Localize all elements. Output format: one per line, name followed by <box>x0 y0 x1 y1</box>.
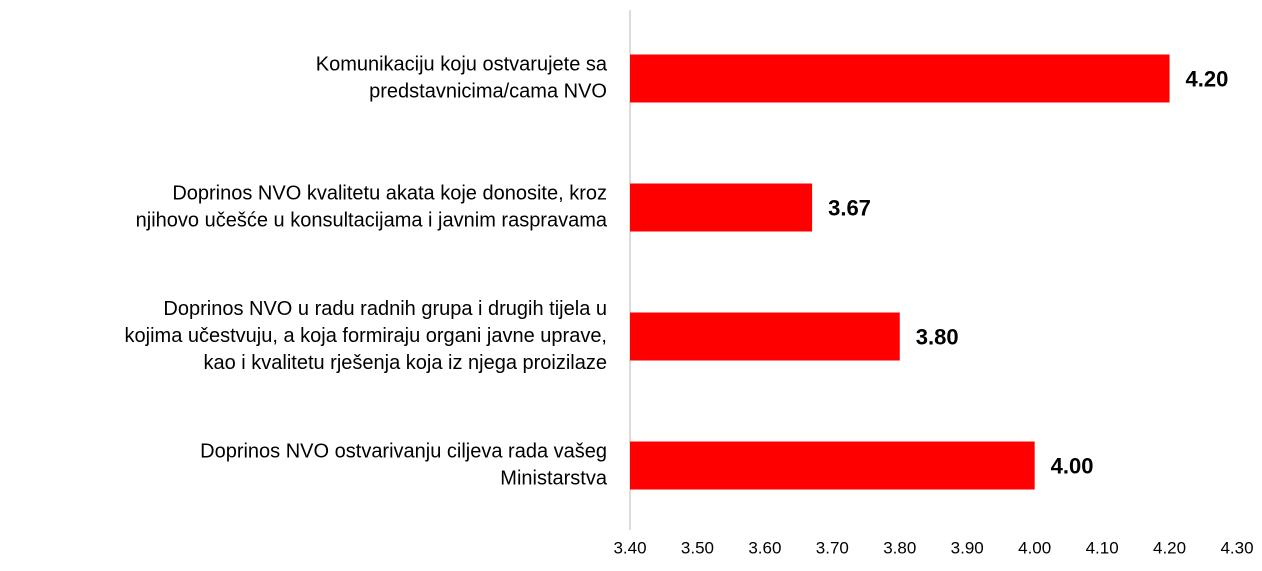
x-tick-label: 4.30 <box>1220 538 1253 557</box>
category-label: Doprinos NVO kvalitetu akata koje donosi… <box>172 182 607 204</box>
x-tick-label: 3.90 <box>951 538 984 557</box>
data-label: 3.80 <box>916 324 959 349</box>
data-label: 3.67 <box>828 195 871 220</box>
x-tick-label: 3.50 <box>681 538 714 557</box>
x-tick-label: 4.10 <box>1086 538 1119 557</box>
bar <box>630 183 813 232</box>
data-label: 4.20 <box>1186 66 1229 91</box>
x-tick-label: 4.00 <box>1018 538 1051 557</box>
bar <box>630 312 900 361</box>
x-tick-label: 4.20 <box>1153 538 1186 557</box>
data-label: 4.00 <box>1051 453 1094 478</box>
category-label: Doprinos NVO ostvarivanju ciljeva rada v… <box>200 440 607 462</box>
category-label: kao i kvalitetu rješenja koja iz njega p… <box>203 352 607 374</box>
category-label: Komunikaciju koju ostvarujete sa <box>316 53 608 75</box>
x-tick-label: 3.60 <box>748 538 781 557</box>
category-label: njihovo učešće u konsultacijama i javnim… <box>136 209 608 231</box>
category-label: Ministarstva <box>500 467 608 489</box>
x-tick-label: 3.70 <box>816 538 849 557</box>
bar <box>630 441 1035 490</box>
x-tick-label: 3.80 <box>883 538 916 557</box>
bar <box>630 54 1170 103</box>
category-label: predstavnicima/cama NVO <box>369 80 607 102</box>
x-tick-label: 3.40 <box>613 538 646 557</box>
category-label: kojima učestvuju, a koja formiraju organ… <box>125 325 607 347</box>
category-label: Doprinos NVO u radu radnih grupa i drugi… <box>163 298 607 320</box>
